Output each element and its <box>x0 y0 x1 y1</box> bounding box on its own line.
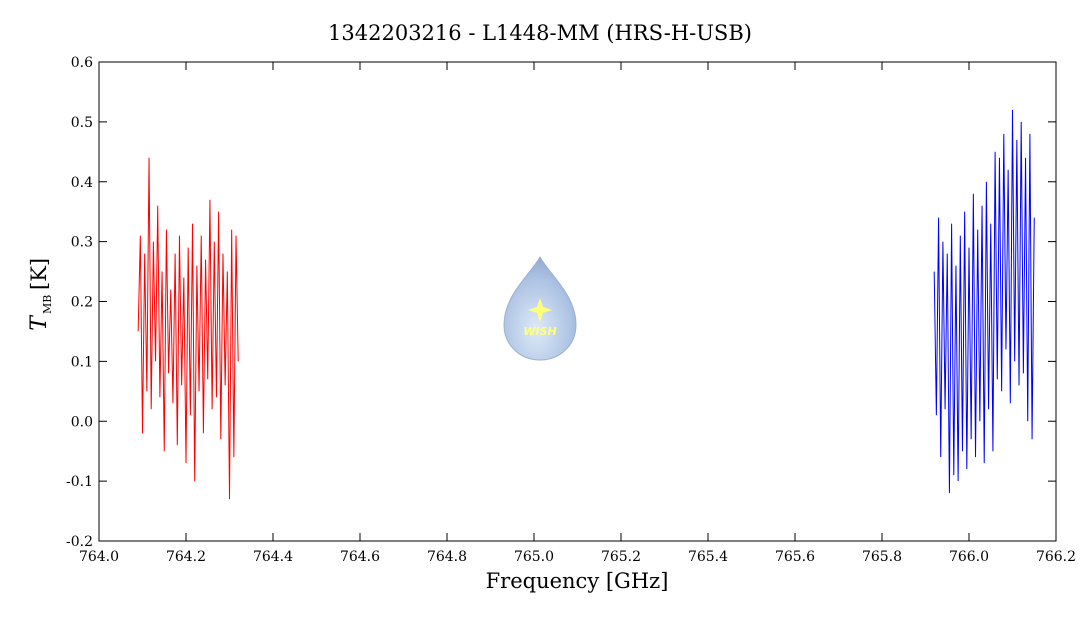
y-tick-label: 0.4 <box>71 175 93 191</box>
chart-title: 1342203216 - L1448-MM (HRS-H-USB) <box>328 21 752 45</box>
x-tick-label: 764.8 <box>427 549 467 565</box>
y-axis-label: T MB [K] <box>27 258 54 331</box>
x-tick-label: 766.2 <box>1036 549 1076 565</box>
watermark-logo: WISH <box>503 255 577 361</box>
y-label-subscript: MB <box>41 295 54 314</box>
y-tick-label: 0.0 <box>71 414 93 430</box>
spectrum-line <box>137 157 239 500</box>
x-tick-label: 765.4 <box>688 549 728 565</box>
x-tick-label: 765.6 <box>775 549 815 565</box>
y-tick-label: -0.2 <box>66 534 93 550</box>
x-tick-label: 764.2 <box>166 549 206 565</box>
plot-frame <box>98 61 1057 542</box>
logo-star <box>528 298 552 322</box>
x-tick-label: 765.2 <box>601 549 641 565</box>
x-tick-label: 764.4 <box>253 549 293 565</box>
y-tick-label: 0.3 <box>71 235 93 251</box>
x-tick-label: 765.8 <box>862 549 902 565</box>
x-axis-label: Frequency [GHz] <box>486 569 669 593</box>
y-tick-label: 0.2 <box>71 295 93 311</box>
spectrum-line <box>933 109 1035 494</box>
x-tick-label: 766.0 <box>949 549 989 565</box>
logo-text: WISH <box>523 325 556 338</box>
y-label-unit: [K] <box>27 258 51 290</box>
x-tick-label: 764.0 <box>79 549 119 565</box>
y-tick-label: 0.6 <box>71 55 93 71</box>
y-tick-label: 0.5 <box>71 115 93 131</box>
x-tick-label: 764.6 <box>340 549 380 565</box>
x-tick-label: 765.0 <box>514 549 554 565</box>
plot-area: 764.0 764.2 764.4 764.6 764.8 765.0 765.2 765.4… <box>66 55 1076 565</box>
y-label-symbol: T <box>27 314 52 331</box>
y-tick-label: -0.1 <box>66 474 93 490</box>
y-tick-label: 0.1 <box>71 354 93 370</box>
